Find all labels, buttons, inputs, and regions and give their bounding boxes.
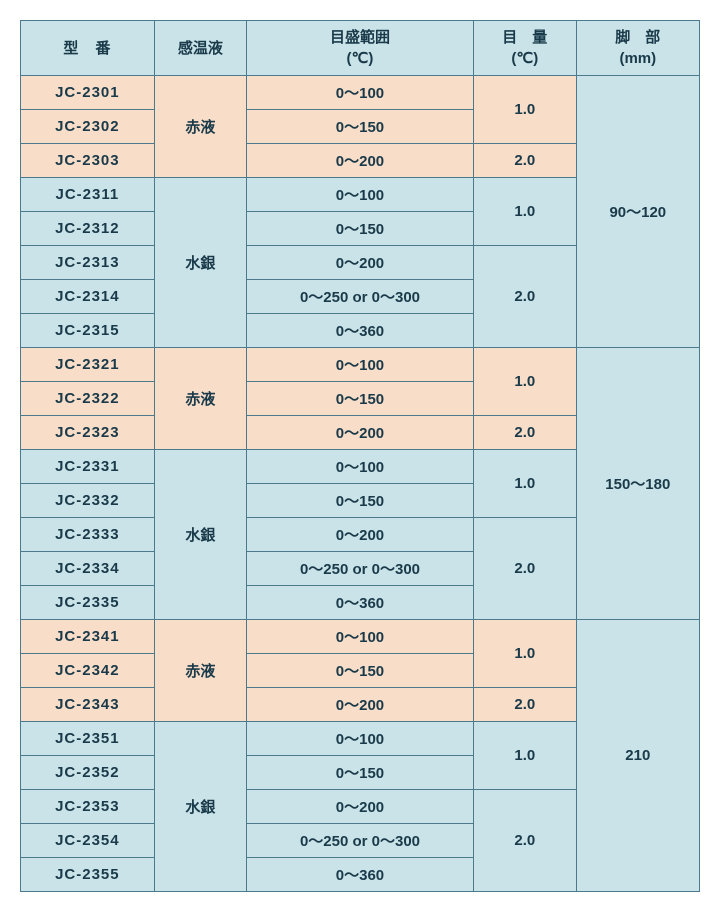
cell-range: 0～100 [246, 450, 473, 484]
cell-model: JC-2314 [21, 280, 155, 314]
cell-model: JC-2335 [21, 586, 155, 620]
cell-model: JC-2342 [21, 654, 155, 688]
cell-range: 0～150 [246, 382, 473, 416]
cell-division: 2.0 [473, 518, 576, 620]
cell-liquid: 赤液 [154, 76, 246, 178]
cell-liquid: 水銀 [154, 722, 246, 892]
cell-division: 1.0 [473, 178, 576, 246]
cell-liquid: 赤液 [154, 348, 246, 450]
cell-division: 2.0 [473, 144, 576, 178]
header-division: 目 量(℃) [473, 21, 576, 76]
cell-model: JC-2323 [21, 416, 155, 450]
cell-range: 0～100 [246, 722, 473, 756]
cell-range: 0～250 or 0～300 [246, 280, 473, 314]
cell-model: JC-2333 [21, 518, 155, 552]
cell-liquid: 赤液 [154, 620, 246, 722]
cell-range: 0～100 [246, 348, 473, 382]
cell-range: 0～200 [246, 416, 473, 450]
cell-division: 1.0 [473, 348, 576, 416]
cell-range: 0～250 or 0～300 [246, 552, 473, 586]
cell-range: 0～100 [246, 76, 473, 110]
cell-range: 0～150 [246, 212, 473, 246]
header-range: 目盛範囲(℃) [246, 21, 473, 76]
header-leg: 脚 部(mm) [576, 21, 699, 76]
cell-range: 0～150 [246, 756, 473, 790]
cell-model: JC-2303 [21, 144, 155, 178]
cell-range: 0～150 [246, 654, 473, 688]
cell-range: 0～360 [246, 314, 473, 348]
cell-range: 0～200 [246, 688, 473, 722]
cell-leg: 210 [576, 620, 699, 892]
cell-model: JC-2331 [21, 450, 155, 484]
spec-table: 型 番 感温液 目盛範囲(℃) 目 量(℃) 脚 部(mm) JC-2301 赤… [20, 20, 700, 892]
cell-model: JC-2311 [21, 178, 155, 212]
cell-model: JC-2312 [21, 212, 155, 246]
cell-range: 0～100 [246, 178, 473, 212]
cell-range: 0～150 [246, 110, 473, 144]
cell-model: JC-2301 [21, 76, 155, 110]
cell-model: JC-2352 [21, 756, 155, 790]
cell-division: 2.0 [473, 790, 576, 892]
cell-leg: 90～120 [576, 76, 699, 348]
cell-model: JC-2315 [21, 314, 155, 348]
cell-range: 0～200 [246, 246, 473, 280]
cell-range: 0～200 [246, 518, 473, 552]
cell-model: JC-2353 [21, 790, 155, 824]
cell-model: JC-2355 [21, 858, 155, 892]
cell-model: JC-2321 [21, 348, 155, 382]
cell-division: 1.0 [473, 450, 576, 518]
cell-range: 0～360 [246, 858, 473, 892]
header-liquid: 感温液 [154, 21, 246, 76]
cell-model: JC-2354 [21, 824, 155, 858]
cell-model: JC-2351 [21, 722, 155, 756]
cell-liquid: 水銀 [154, 450, 246, 620]
header-model: 型 番 [21, 21, 155, 76]
cell-division: 1.0 [473, 620, 576, 688]
cell-range: 0～150 [246, 484, 473, 518]
cell-division: 2.0 [473, 416, 576, 450]
cell-model: JC-2334 [21, 552, 155, 586]
cell-range: 0～250 or 0～300 [246, 824, 473, 858]
cell-model: JC-2302 [21, 110, 155, 144]
cell-range: 0～200 [246, 790, 473, 824]
cell-division: 2.0 [473, 246, 576, 348]
cell-division: 2.0 [473, 688, 576, 722]
cell-range: 0～200 [246, 144, 473, 178]
cell-model: JC-2313 [21, 246, 155, 280]
cell-model: JC-2332 [21, 484, 155, 518]
cell-division: 1.0 [473, 722, 576, 790]
cell-model: JC-2343 [21, 688, 155, 722]
cell-liquid: 水銀 [154, 178, 246, 348]
cell-range: 0～360 [246, 586, 473, 620]
cell-model: JC-2341 [21, 620, 155, 654]
cell-range: 0～100 [246, 620, 473, 654]
cell-division: 1.0 [473, 76, 576, 144]
cell-model: JC-2322 [21, 382, 155, 416]
cell-leg: 150～180 [576, 348, 699, 620]
